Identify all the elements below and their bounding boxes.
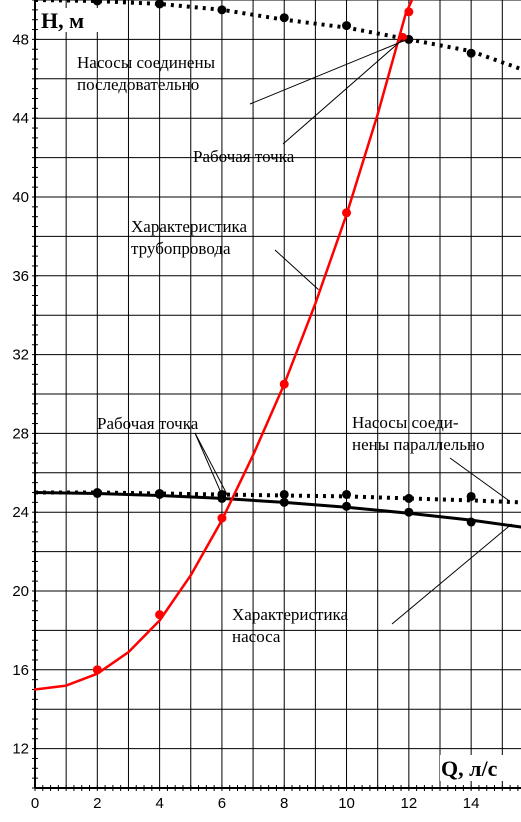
pump-curve: [33, 491, 521, 529]
pump-text-1: насоса: [232, 627, 281, 646]
parallel-point-0: [92, 488, 102, 497]
x-tick-label-6: 6: [218, 795, 226, 812]
y-tick-label-48: 48: [12, 31, 29, 48]
series-layer: [33, 0, 521, 691]
wp_top-text-0: Рабочая точка: [193, 147, 295, 166]
series-leader: [249, 36, 413, 105]
parallel-point-4: [342, 489, 352, 499]
pipeline-point-5: [398, 32, 408, 42]
y-axis-label: H, м: [41, 8, 84, 33]
y-tick-label-24: 24: [12, 504, 29, 521]
pipeline-text-0: Характеристика: [131, 217, 248, 236]
x-tick-label-2: 2: [93, 795, 101, 812]
y-tick-label-20: 20: [12, 583, 29, 600]
wp_top-leader: [282, 39, 403, 145]
wp-bottom-leader-2: [194, 432, 224, 499]
y-tick-label-36: 36: [12, 268, 29, 285]
series-point-2: [217, 5, 227, 15]
axes: [32, 0, 521, 791]
pipeline-point-3: [279, 379, 289, 389]
wp_bottom-text-0: Рабочая точка: [97, 414, 199, 433]
pipeline-curve: [33, 0, 414, 691]
pump-point-6: [466, 517, 476, 527]
xlabel-bg: [440, 755, 520, 781]
y-tick-label-40: 40: [12, 189, 29, 206]
parallel-text-1: нены параллельно: [352, 435, 485, 454]
pump-leader: [391, 523, 512, 625]
pump-point-5: [404, 507, 414, 517]
series-point-1: [155, 0, 165, 9]
pipeline-point-4: [342, 208, 352, 218]
series-text-1: последовательно: [77, 75, 199, 94]
x-tick-label-12: 12: [401, 795, 418, 812]
x-axis-label: Q, л/с: [441, 756, 498, 781]
wp_bottom-leader: [194, 432, 229, 497]
grid: [35, 0, 521, 788]
x-tick-label-0: 0: [31, 795, 39, 812]
parallel-leader: [449, 457, 509, 501]
pump-point-3: [279, 497, 289, 507]
parallel-point-1: [155, 488, 165, 498]
pump-text-0: Характеристика: [232, 605, 349, 624]
pipeline-point-2: [217, 513, 227, 523]
series-point-3: [279, 13, 289, 23]
y-tick-label-12: 12: [12, 741, 29, 758]
pump-point-4: [342, 501, 352, 511]
y-tick-label-32: 32: [12, 347, 29, 364]
y-tick-label-28: 28: [12, 425, 29, 442]
y-tick-label-16: 16: [12, 662, 29, 679]
parallel-point-3: [279, 489, 289, 499]
parallel-point-6: [466, 491, 476, 501]
pipeline-point-0: [92, 665, 102, 675]
x-tick-label-8: 8: [280, 795, 288, 812]
series-point-0: [92, 0, 102, 6]
ylabel-bg: [40, 8, 106, 32]
x-tick-label-14: 14: [463, 795, 480, 812]
pipeline-text-1: трубопровода: [131, 239, 231, 258]
parallel-point-5: [404, 493, 414, 503]
pipeline-point-6: [404, 7, 414, 17]
series-point-4: [342, 21, 352, 31]
x-tick-label-4: 4: [155, 795, 163, 812]
parallel-text-0: Насосы соеди-: [352, 413, 459, 432]
x-tick-label-10: 10: [338, 795, 355, 812]
data-points: [92, 0, 476, 675]
y-tick-label-44: 44: [12, 110, 29, 127]
pipeline-leader: [274, 249, 319, 290]
pipeline-point-1: [155, 610, 165, 620]
series-text-0: Насосы соединены: [77, 53, 216, 72]
annotations: Насосы соединены последовательно Рабочая т…: [77, 36, 512, 646]
series-point-6: [466, 48, 476, 58]
